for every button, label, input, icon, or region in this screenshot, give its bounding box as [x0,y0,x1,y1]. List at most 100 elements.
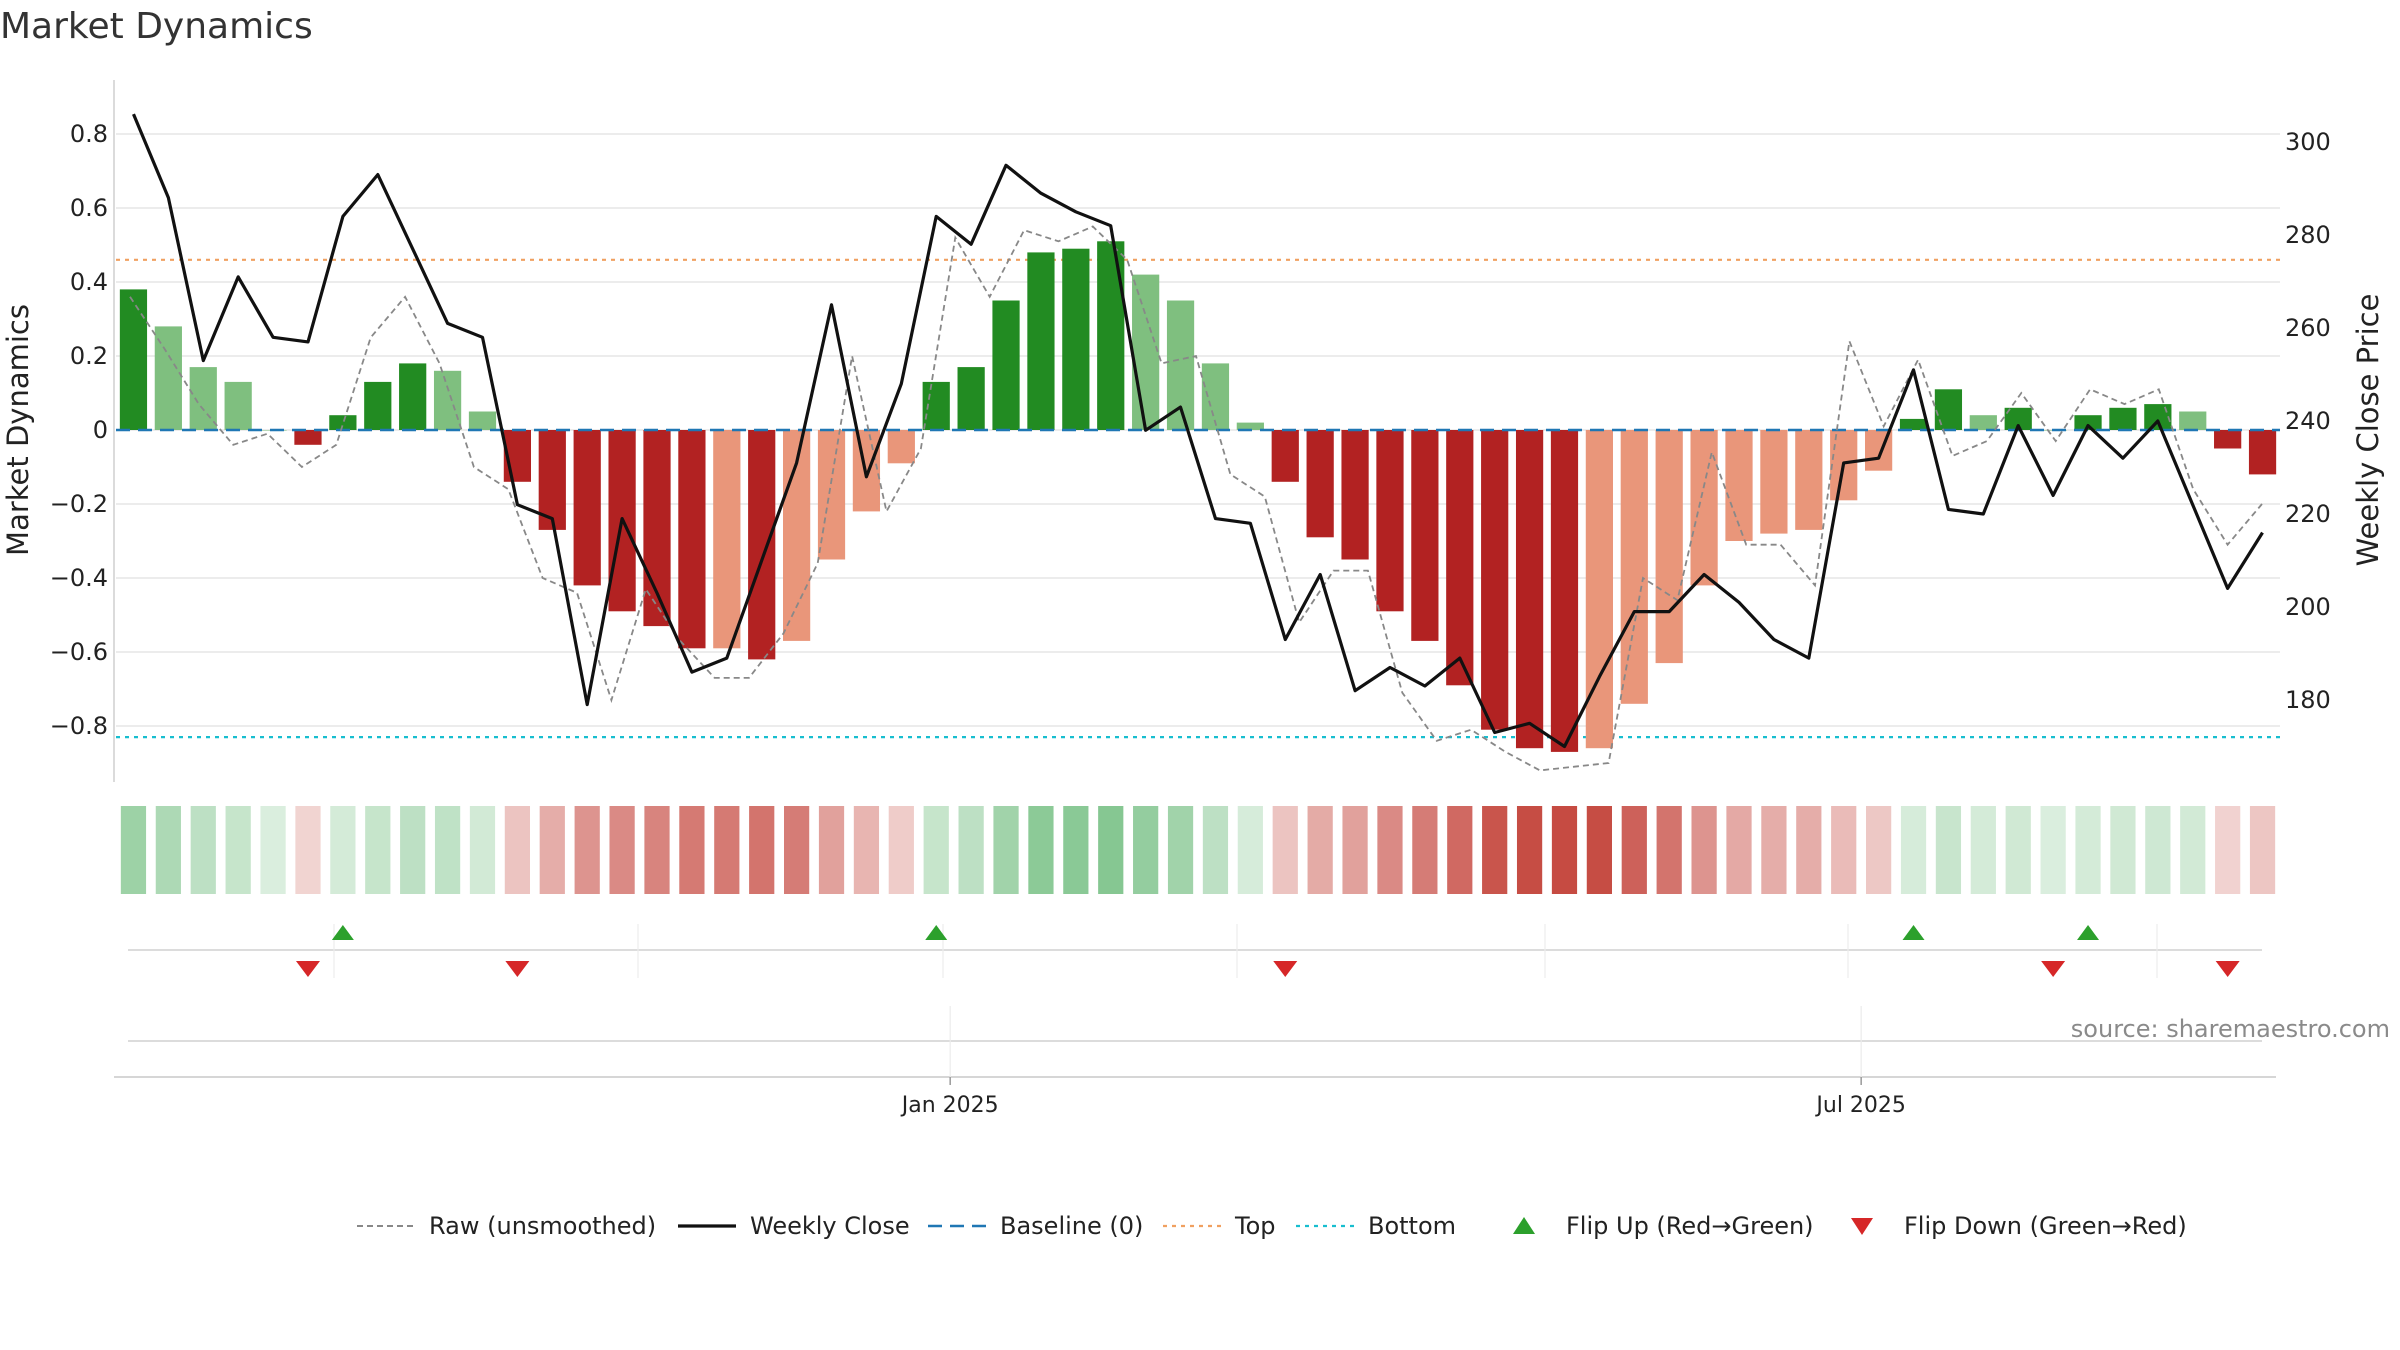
heat-cell [749,806,775,894]
dynamics-bar [1795,430,1823,530]
heat-cell [1726,806,1752,894]
y-tick-label: 0.6 [70,194,108,222]
heat-cell [2145,806,2171,894]
dynamics-bar [748,430,776,660]
chart-title: Market Dynamics [0,6,313,47]
dynamics-bar [1969,415,1997,430]
heat-cell [609,806,635,894]
legend-item: Raw (unsmoothed) [357,1212,656,1240]
dynamics-bar [1201,363,1230,430]
heat-cell [784,806,810,894]
dynamics-bar [1550,430,1579,752]
dynamics-bar [1655,430,1683,664]
heat-cell [1900,806,1927,894]
heat-cell [1133,806,1159,894]
heat-cell [2075,806,2101,894]
heat-cell [1516,806,1543,894]
heat-cell [1761,806,1787,894]
heat-cell [1656,806,1682,894]
y2-tick-label: 200 [2285,593,2331,621]
flip-up-marker [1902,925,1925,940]
legend-label: Flip Up (Red→Green) [1566,1212,1814,1240]
heat-cell [1551,806,1578,894]
heat-cell [1202,806,1229,894]
source-label: source: sharemaestro.com [2071,1015,2390,1043]
heat-cell [1935,806,1962,894]
heat-cell [330,806,356,894]
heat-cell [400,806,426,894]
dynamics-bar [1934,389,1963,430]
dynamics-bar [1515,430,1544,749]
y2-tick-label: 240 [2285,407,2331,435]
heat-cell [679,806,705,894]
dynamics-bar [1411,430,1439,641]
dynamics-bar [1097,241,1125,430]
dynamics-bar [119,289,148,430]
heat-cell [190,806,216,894]
dynamics-bar [678,430,706,649]
y-tick-label: −0.8 [50,712,108,740]
legend: Raw (unsmoothed) Weekly Close Baseline (0)… [357,1212,2187,1240]
heat-cell [1866,806,1892,894]
legend-label: Raw (unsmoothed) [429,1212,656,1240]
dynamics-bar [1236,422,1264,430]
flip-down-marker [505,961,530,977]
heat-cell [923,806,949,894]
legend-item: Flip Down (Green→Red) [1851,1212,2187,1240]
heat-cell [853,806,880,894]
close-line [132,113,2264,749]
dynamics-bar [224,381,252,430]
flip-up-marker [331,925,354,940]
raw-line [129,225,2263,772]
heat-cell [644,806,670,894]
heat-cell [225,806,251,894]
legend-label: Baseline (0) [1000,1212,1143,1240]
heat-cell [2005,806,2031,894]
heat-cell [2249,806,2276,894]
y2-tick-label: 180 [2285,686,2331,714]
dynamics-bar [1899,418,1928,430]
flip-markers [128,924,2262,978]
y-tick-label: 0 [93,416,108,444]
reference-lines [116,258,2280,739]
dynamics-bar [1446,430,1474,686]
dynamics-bar [1760,430,1788,534]
dynamics-bar [2004,407,2032,430]
bar-series [119,241,2277,752]
dynamics-bar [1481,430,1509,730]
heat-cell [1237,806,1263,894]
y-tick-label: −0.6 [50,638,108,666]
y-tick-label: 0.4 [70,268,108,296]
dynamics-bar [887,430,915,464]
heat-cell [2180,806,2206,894]
y-tick-label: −0.2 [50,490,108,518]
heat-cell [469,806,496,894]
dynamics-bar [2109,407,2137,430]
legend-flip-down-swatch [1851,1218,1873,1235]
heat-cell [1098,806,1124,894]
date-tick-label: Jan 2025 [900,1093,999,1118]
heat-cell [155,806,181,894]
dynamics-bar [1690,430,1718,586]
dynamics-bar [1062,248,1090,430]
flip-up-marker [925,925,948,940]
flip-down-marker [2215,961,2240,977]
dynamics-bar [399,363,427,430]
dynamics-bar [1027,252,1055,430]
y2-axis-label: Weekly Close Price [2351,294,2385,567]
heat-cell [958,806,984,894]
heat-strip [120,806,2276,894]
dynamics-bar [1306,430,1334,538]
dynamics-bar [1271,430,1299,482]
heat-cell [818,806,845,894]
dynamics-bar [1620,430,1648,704]
y-tick-label: 0.8 [70,120,108,148]
heat-cell [574,806,600,894]
heat-cell [1831,806,1857,894]
heat-cell [714,806,740,894]
heat-cell [1691,806,1717,894]
dynamics-bar [329,415,357,430]
y-tick-label: 0.2 [70,342,108,370]
flip-down-marker [295,961,320,977]
y-tick-label: −0.4 [50,564,108,592]
